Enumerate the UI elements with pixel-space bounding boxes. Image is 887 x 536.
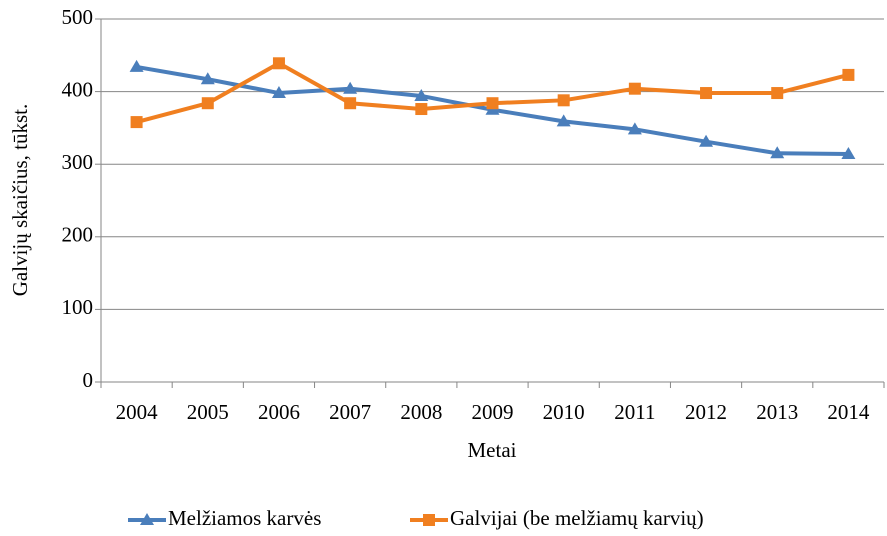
marker <box>628 82 641 95</box>
marker <box>627 122 642 135</box>
legend-label: Galvijai (be melžiamų karvių) <box>450 506 704 530</box>
x-tick-label: 2012 <box>685 400 727 424</box>
marker <box>140 513 154 525</box>
marker <box>343 81 358 94</box>
marker <box>842 68 855 81</box>
y-tick-label: 100 <box>62 295 94 319</box>
x-tick-label: 2010 <box>543 400 585 424</box>
marker <box>129 59 144 72</box>
marker <box>556 114 571 127</box>
marker <box>423 514 435 526</box>
marker <box>841 147 856 160</box>
y-tick-label: 0 <box>83 368 94 392</box>
x-tick-label: 2004 <box>116 400 159 424</box>
marker <box>130 116 143 129</box>
marker <box>344 97 357 110</box>
marker <box>414 88 429 101</box>
marker <box>486 97 499 110</box>
marker <box>200 72 215 85</box>
y-tick-label: 300 <box>62 150 94 174</box>
marker <box>700 87 713 100</box>
y-tick-label: 200 <box>62 223 94 247</box>
y-axis-label: Galvijų skaičius, tūkst. <box>8 104 32 297</box>
marker <box>699 134 714 147</box>
marker <box>770 146 785 159</box>
marker <box>415 103 428 116</box>
x-tick-label: 2007 <box>329 400 371 424</box>
marker <box>771 87 784 100</box>
legend-label: Melžiamos karvės <box>168 506 321 530</box>
marker <box>272 57 285 70</box>
x-tick-label: 2013 <box>756 400 798 424</box>
x-tick-label: 2005 <box>187 400 229 424</box>
y-tick-label: 400 <box>62 77 94 101</box>
x-tick-label: 2009 <box>472 400 514 424</box>
marker <box>271 86 286 99</box>
x-tick-label: 2006 <box>258 400 300 424</box>
marker <box>201 97 214 110</box>
x-tick-label: 2008 <box>400 400 442 424</box>
x-tick-label: 2011 <box>614 400 655 424</box>
marker <box>557 94 570 107</box>
x-tick-label: 2014 <box>827 400 870 424</box>
y-tick-label: 500 <box>62 5 94 29</box>
x-axis-label: Metai <box>468 438 517 462</box>
